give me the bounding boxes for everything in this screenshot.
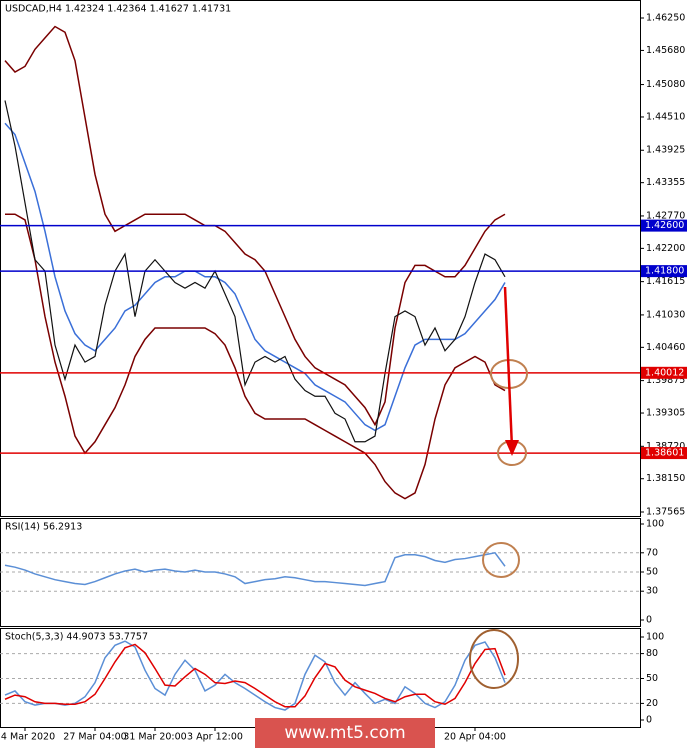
- y-tick-label: 1.46250: [646, 13, 685, 24]
- level-label: 1.38601: [645, 448, 684, 459]
- arrow-head: [505, 440, 519, 456]
- y-tick-label: 1.43925: [646, 145, 685, 156]
- y-tick-label: 80: [646, 648, 658, 659]
- level-label: 1.40012: [645, 367, 684, 378]
- watermark-box: [255, 718, 435, 748]
- series-line: [4, 122, 506, 432]
- y-tick-label: 1.39305: [646, 408, 685, 419]
- y-tick-label: 1.41030: [646, 309, 685, 320]
- watermark: www.mt5.com: [284, 723, 405, 743]
- price-panel: [0, 0, 641, 517]
- level-tag: [641, 265, 687, 278]
- x-tick-label: 20 Apr 04:00: [444, 732, 506, 743]
- y-tick-label: 100: [646, 632, 664, 643]
- x-tick-label: 31 Mar 20:00: [123, 732, 186, 743]
- level-tag: [641, 219, 687, 232]
- arrow: [503, 286, 514, 449]
- circle: [469, 629, 519, 689]
- x-tick-label: 27 Mar 04:00: [63, 732, 126, 743]
- y-tick-label: 1.42770: [646, 210, 685, 221]
- annotations: [469, 286, 528, 689]
- y-tick-label: 50: [646, 567, 658, 578]
- y-tick-label: 0: [646, 715, 652, 726]
- series-line: [4, 100, 506, 443]
- x-tick-label: 3 Apr 12:00: [187, 732, 243, 743]
- series-line: [4, 643, 506, 708]
- circle: [482, 542, 520, 578]
- x-tick-label: 24 Mar 2020: [0, 732, 55, 743]
- y-tick-label: 1.44510: [646, 111, 685, 122]
- level-label: 1.41800: [645, 266, 684, 277]
- series-line: [4, 551, 506, 587]
- series-line: [4, 640, 506, 711]
- level-label: 1.42600: [645, 220, 684, 231]
- series-line: [5, 213, 506, 500]
- y-tick-label: 50: [646, 673, 658, 684]
- y-tick-label: 1.37565: [646, 507, 685, 518]
- panel-title: USDCAD,H4 1.42324 1.42364 1.41627 1.4173…: [5, 4, 231, 15]
- y-tick-label: 1.43355: [646, 177, 685, 188]
- y-tick-label: 1.38720: [646, 441, 685, 452]
- level-tag: [641, 366, 687, 379]
- y-tick-label: 20: [646, 698, 658, 709]
- level-tag: [641, 447, 687, 460]
- y-tick-label: 1.41615: [646, 276, 685, 287]
- y-tick-label: 1.42200: [646, 243, 685, 254]
- panel-title: RSI(14) 56.2913: [5, 522, 82, 533]
- y-tick-label: 1.45080: [646, 79, 685, 90]
- y-tick-label: 1.38150: [646, 473, 685, 484]
- y-tick-label: 100: [646, 519, 664, 530]
- y-tick-label: 1.40460: [646, 342, 685, 353]
- y-tick-label: 0: [646, 615, 652, 626]
- y-tick-label: 1.45680: [646, 45, 685, 56]
- panel-title: Stoch(5,3,3) 44.9073 53.7757: [5, 632, 148, 643]
- series-line: [4, 25, 506, 427]
- y-tick-label: 30: [646, 586, 658, 597]
- y-tick-label: 1.39875: [646, 375, 685, 386]
- y-tick-label: 70: [646, 547, 658, 558]
